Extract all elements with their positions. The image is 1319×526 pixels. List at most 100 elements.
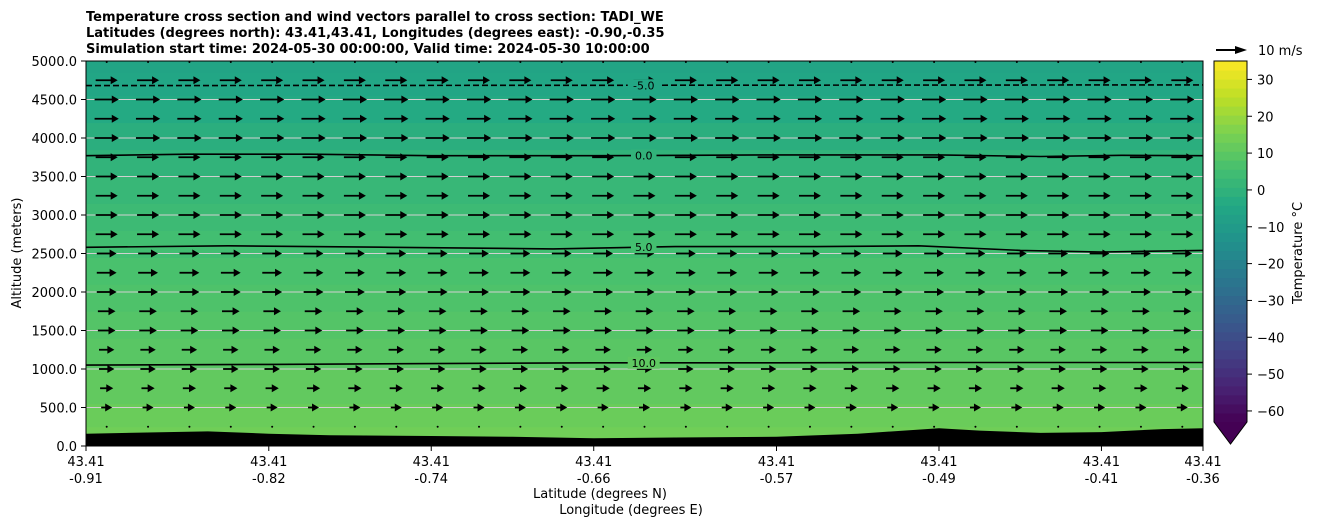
wind-vector-head bbox=[855, 230, 863, 239]
wind-vector-head bbox=[273, 326, 281, 335]
wind-vector-head bbox=[317, 153, 325, 162]
colorbar-tick-label: 10 bbox=[1257, 147, 1274, 162]
wind-vector-head bbox=[892, 384, 900, 393]
wind-vector bbox=[1129, 153, 1152, 162]
wind-vector-head bbox=[276, 76, 284, 85]
wind-vector bbox=[137, 211, 160, 219]
wind-vector bbox=[549, 114, 574, 123]
wind-vector bbox=[138, 288, 158, 296]
colorbar-tick-label: −10 bbox=[1257, 221, 1284, 236]
wind-vector-head bbox=[686, 345, 694, 354]
wind-vector bbox=[841, 288, 862, 296]
wind-vector bbox=[767, 425, 770, 428]
wind-vector bbox=[95, 230, 118, 239]
wind-vector bbox=[965, 288, 986, 296]
wind-vector-head bbox=[234, 172, 242, 181]
wind-vector-head bbox=[936, 249, 944, 258]
wind-vector-head bbox=[231, 365, 239, 373]
wind-vector-head bbox=[649, 114, 657, 123]
wind-vector-head bbox=[525, 114, 533, 123]
wind-vector bbox=[549, 95, 574, 104]
colorbar-segment bbox=[1214, 277, 1247, 288]
wind-vector-head bbox=[979, 76, 987, 85]
wind-vector bbox=[921, 95, 947, 104]
wind-vector-head bbox=[813, 76, 821, 85]
wind-vector bbox=[511, 307, 530, 316]
wind-vector-head bbox=[358, 76, 366, 85]
wind-vector-head bbox=[978, 288, 986, 296]
wind-vector-head bbox=[1020, 230, 1028, 239]
wind-vector bbox=[385, 230, 408, 239]
wind-vector-head bbox=[978, 249, 986, 258]
wind-vector-head bbox=[731, 172, 739, 181]
wind-vector-head bbox=[938, 172, 946, 181]
wind-vector bbox=[137, 153, 160, 162]
wind-vector-head bbox=[400, 76, 408, 85]
wind-vector bbox=[882, 249, 903, 258]
wind-vector bbox=[345, 249, 365, 258]
wind-vector bbox=[758, 288, 779, 296]
wind-vector-head bbox=[313, 384, 321, 393]
wind-vector-head bbox=[1181, 384, 1189, 393]
x-axis-label-latitude: Latitude (degrees N) bbox=[533, 487, 667, 502]
wind-vector bbox=[100, 384, 114, 393]
wind-vector bbox=[881, 211, 904, 219]
wind-vector bbox=[716, 230, 739, 239]
wind-vector-head bbox=[1062, 153, 1070, 162]
wind-vector bbox=[260, 95, 285, 104]
wind-vector-head bbox=[933, 384, 941, 393]
wind-vector-head bbox=[190, 365, 198, 373]
wind-vector-head bbox=[938, 191, 946, 200]
wind-vector bbox=[508, 114, 533, 123]
wind-vector bbox=[798, 211, 821, 219]
wind-vector-head bbox=[441, 76, 449, 85]
wind-vector bbox=[219, 230, 242, 239]
wind-vector-head bbox=[396, 345, 404, 354]
wind-vector bbox=[759, 326, 778, 335]
wind-vector bbox=[98, 345, 115, 354]
wind-vector-head bbox=[938, 76, 946, 85]
wind-vector-head bbox=[480, 326, 488, 335]
wind-vector bbox=[923, 230, 946, 239]
wind-vector-head bbox=[731, 191, 739, 200]
contour-labels: -5.0 0.0 5.0 10.0 bbox=[627, 79, 660, 370]
wind-vector-head bbox=[647, 268, 655, 277]
wind-vector bbox=[138, 249, 158, 258]
wind-vector bbox=[964, 153, 987, 162]
wind-vector bbox=[963, 114, 988, 123]
x-tick-label-lon: -0.74 bbox=[414, 472, 448, 487]
wind-vector-head bbox=[318, 95, 326, 104]
y-tick-label: 0.0 bbox=[56, 440, 77, 455]
wind-vector-head bbox=[770, 307, 778, 316]
wind-vector bbox=[1088, 211, 1111, 219]
wind-vector bbox=[591, 134, 616, 142]
wind-vector bbox=[223, 365, 239, 373]
wind-vector-head bbox=[731, 230, 739, 239]
wind-vector-head bbox=[1063, 134, 1071, 142]
wind-vector-head bbox=[566, 114, 574, 123]
wind-vector-head bbox=[192, 268, 200, 277]
wind-vector-head bbox=[152, 230, 160, 239]
wind-vector-head bbox=[523, 268, 531, 277]
wind-vector bbox=[470, 326, 488, 335]
wind-vector-head bbox=[521, 365, 529, 373]
wind-vector bbox=[883, 307, 902, 316]
wind-vector bbox=[757, 191, 780, 200]
wind-vector bbox=[1129, 172, 1152, 181]
wind-vector-head bbox=[233, 288, 241, 296]
wind-vector bbox=[841, 249, 862, 258]
wind-vector-head bbox=[772, 76, 780, 85]
wind-vector-head bbox=[105, 403, 113, 412]
wind-vector bbox=[220, 268, 241, 277]
wind-vector bbox=[842, 307, 861, 316]
wind-vector bbox=[260, 134, 285, 142]
wind-vector-head bbox=[1020, 172, 1028, 181]
wind-vector bbox=[717, 288, 738, 296]
wind-vector-head bbox=[1020, 211, 1028, 219]
wind-vector-head bbox=[277, 95, 285, 104]
wind-vector-head bbox=[731, 153, 739, 162]
wind-vector-head bbox=[111, 95, 119, 104]
wind-vector-head bbox=[688, 268, 696, 277]
wind-vector bbox=[926, 345, 942, 354]
wind-vector-head bbox=[481, 288, 489, 296]
